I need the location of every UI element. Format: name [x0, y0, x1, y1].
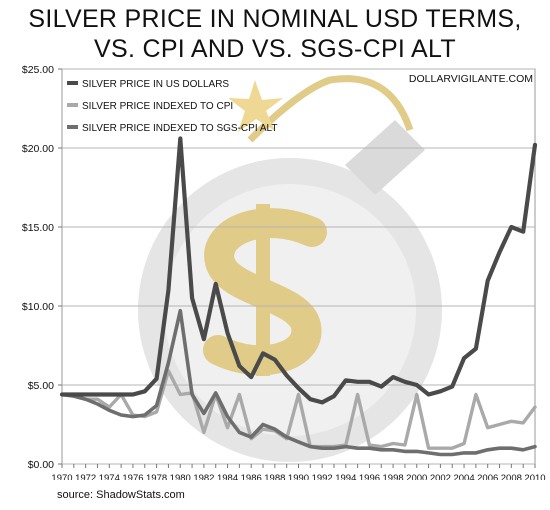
x-tick-label: 1996 — [359, 473, 380, 480]
x-tick-label: 1970 — [51, 473, 72, 480]
x-tick-label: 2006 — [477, 473, 498, 480]
logo-fuse-cap — [345, 120, 425, 195]
x-tick-label: 2002 — [430, 473, 451, 480]
chart-title-line-1: SILVER PRICE IN NOMINAL USD TERMS, — [28, 5, 522, 33]
x-tick-label: 1992 — [312, 473, 333, 480]
logo-spark — [228, 80, 283, 132]
legend-label: SILVER PRICE INDEXED TO CPI — [82, 101, 233, 112]
x-tick-label: 1998 — [383, 473, 404, 480]
chart-title-line-2: VS. CPI AND VS. SGS-CPI ALT — [94, 35, 456, 63]
chart-title: SILVER PRICE IN NOMINAL USD TERMS, VS. C… — [0, 4, 550, 64]
series-line-3 — [60, 308, 537, 457]
watermark-text: DOLLARVIGILANTE.COM — [409, 73, 533, 85]
x-tick-label: 2000 — [406, 473, 427, 480]
x-tick-label: 1988 — [264, 473, 285, 480]
x-tick-label: 1972 — [75, 473, 96, 480]
y-tick-label: $0.00 — [28, 459, 54, 471]
y-axis: $0.00 $5.00 $10.00 $15.00 $20.00 $25.00 — [22, 64, 62, 471]
y-tick-label: $25.00 — [22, 64, 54, 76]
legend: SILVER PRICE IN US DOLLARS SILVER PRICE I… — [67, 79, 277, 134]
x-tick-label: 2010 — [524, 473, 545, 480]
x-tick-label: 1982 — [193, 473, 214, 480]
x-tick-label: 2008 — [501, 473, 522, 480]
x-tick-label: 1978 — [146, 473, 167, 480]
dollar-vigilante-logo-watermark — [138, 75, 442, 462]
x-tick-label: 1976 — [122, 473, 143, 480]
x-axis: 1970 1972 1974 1976 1978 1980 1982 1984 1986 1988… — [51, 464, 546, 480]
line-chart: $0.00$5.00$10.00$15.00$20.00$25.00 1970 1… — [22, 64, 546, 480]
x-tick-label: 1980 — [170, 473, 191, 480]
logo-fuse — [247, 75, 414, 143]
y-tick-label: $5.00 — [28, 380, 54, 392]
x-tick-label: 1994 — [335, 473, 356, 480]
x-tick-label: 1984 — [217, 473, 238, 480]
source-note: source: ShadowStats.com — [57, 489, 185, 501]
x-tick-label: 1990 — [288, 473, 309, 480]
legend-label: SILVER PRICE IN US DOLLARS — [82, 79, 229, 90]
x-tick-label: 1974 — [99, 473, 120, 480]
x-tick-label: 1986 — [241, 473, 262, 480]
series-line-1 — [59, 136, 538, 405]
y-tick-label: $20.00 — [22, 143, 54, 155]
y-tick-label: $15.00 — [22, 222, 54, 234]
legend-label: SILVER PRICE INDEXED TO SGS-CPI ALT — [82, 123, 277, 134]
x-tick-label: 2004 — [453, 473, 474, 480]
series-lines — [59, 136, 538, 457]
y-tick-label: $10.00 — [22, 301, 54, 313]
